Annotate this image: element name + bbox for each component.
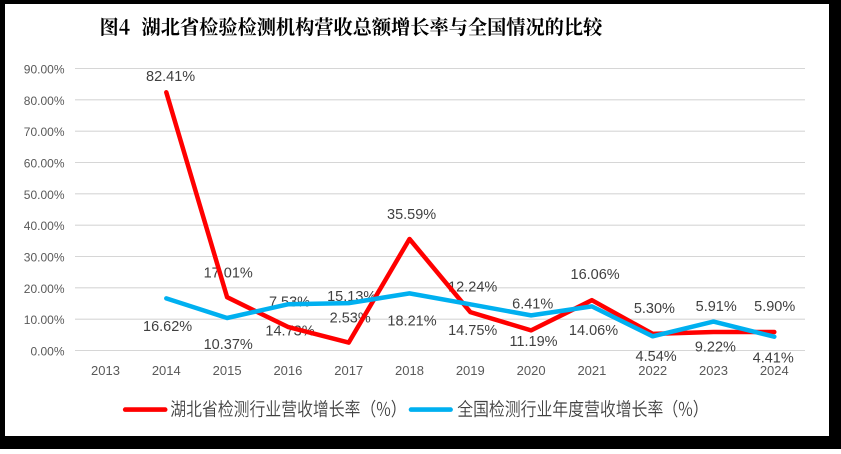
svg-text:2022: 2022 (638, 363, 667, 378)
svg-text:16.06%: 16.06% (571, 267, 620, 283)
svg-text:50.00%: 50.00% (24, 188, 65, 202)
svg-text:2013: 2013 (91, 363, 120, 378)
svg-text:2017: 2017 (334, 363, 363, 378)
svg-text:70.00%: 70.00% (24, 125, 65, 139)
svg-text:2024: 2024 (760, 363, 789, 378)
svg-text:2021: 2021 (577, 363, 606, 378)
svg-text:6.41%: 6.41% (512, 297, 553, 313)
svg-text:4.41%: 4.41% (753, 350, 794, 366)
svg-text:2023: 2023 (699, 363, 728, 378)
svg-text:14.06%: 14.06% (569, 323, 618, 339)
svg-text:16.62%: 16.62% (143, 319, 192, 335)
svg-text:2016: 2016 (273, 363, 302, 378)
svg-text:14.75%: 14.75% (448, 323, 497, 339)
svg-text:9.22%: 9.22% (695, 339, 736, 355)
svg-text:2014: 2014 (152, 363, 181, 378)
svg-text:5.90%: 5.90% (754, 299, 795, 315)
svg-text:10.00%: 10.00% (24, 313, 65, 327)
svg-text:0.00%: 0.00% (30, 345, 64, 359)
svg-text:35.59%: 35.59% (387, 207, 436, 223)
svg-text:14.73%: 14.73% (265, 324, 314, 340)
svg-text:80.00%: 80.00% (24, 94, 65, 108)
svg-text:2019: 2019 (456, 363, 485, 378)
svg-text:60.00%: 60.00% (24, 157, 65, 171)
svg-text:18.21%: 18.21% (387, 314, 436, 330)
svg-text:4.54%: 4.54% (636, 349, 677, 365)
svg-text:40.00%: 40.00% (24, 219, 65, 233)
svg-text:30.00%: 30.00% (24, 251, 65, 265)
svg-text:17.01%: 17.01% (204, 266, 253, 282)
svg-text:10.37%: 10.37% (204, 337, 253, 353)
svg-text:5.30%: 5.30% (634, 301, 675, 317)
svg-text:12.24%: 12.24% (448, 279, 497, 295)
svg-text:11.19%: 11.19% (509, 334, 557, 350)
svg-text:2020: 2020 (517, 363, 546, 378)
svg-text:2018: 2018 (395, 363, 424, 378)
svg-text:90.00%: 90.00% (24, 63, 65, 77)
svg-text:20.00%: 20.00% (24, 282, 65, 296)
svg-text:82.41%: 82.41% (146, 69, 195, 85)
svg-text:5.91%: 5.91% (696, 299, 737, 315)
svg-text:2015: 2015 (213, 363, 242, 378)
